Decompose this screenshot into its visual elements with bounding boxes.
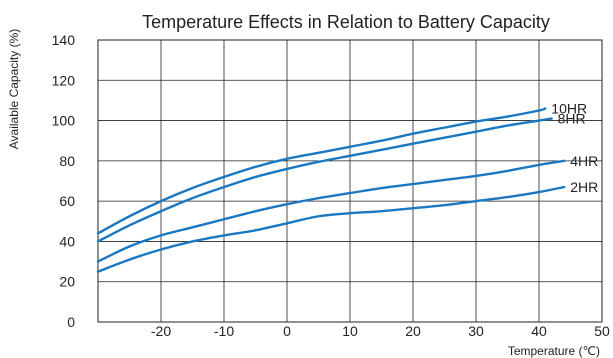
y-tick-label: 140: [52, 32, 76, 48]
series-line-10hr: [96, 107, 547, 235]
x-tick-label: 10: [342, 323, 358, 339]
y-tick-label: 80: [59, 153, 75, 169]
series-lines: [96, 107, 566, 273]
y-tick-label: 100: [52, 113, 76, 129]
tick-labels: 0 20 40 60 80 100 120 140 -20 -10 0 10 20 30 40 50: [52, 32, 610, 339]
series-label-2hr: 2HR: [570, 179, 598, 195]
x-tick-label: 0: [283, 323, 291, 339]
x-tick-label: -10: [214, 323, 234, 339]
y-tick-label: 120: [52, 72, 76, 88]
x-tick-label: 30: [468, 323, 484, 339]
series-label-10hr: 10HR: [551, 100, 587, 116]
y-tick-label: 60: [59, 193, 75, 209]
y-tick-label: 0: [67, 314, 75, 330]
series-line-8hr: [96, 117, 553, 243]
grid: [97, 39, 603, 323]
x-tick-label: 40: [531, 323, 547, 339]
x-tick-label: 20: [405, 323, 421, 339]
y-tick-label: 40: [59, 233, 75, 249]
series-line-2hr: [96, 185, 566, 273]
x-tick-label: -20: [151, 323, 171, 339]
y-axis-label: Available Capacity (%): [7, 29, 21, 150]
x-tick-label: 50: [594, 323, 610, 339]
series-line-4hr: [96, 159, 566, 263]
x-axis-label: Temperature (℃): [508, 344, 600, 358]
series-label-4hr: 4HR: [570, 153, 598, 169]
y-tick-label: 20: [59, 274, 75, 290]
chart-title: Temperature Effects in Relation to Batte…: [142, 12, 550, 32]
series-label-8hr: 8HR: [558, 111, 586, 127]
